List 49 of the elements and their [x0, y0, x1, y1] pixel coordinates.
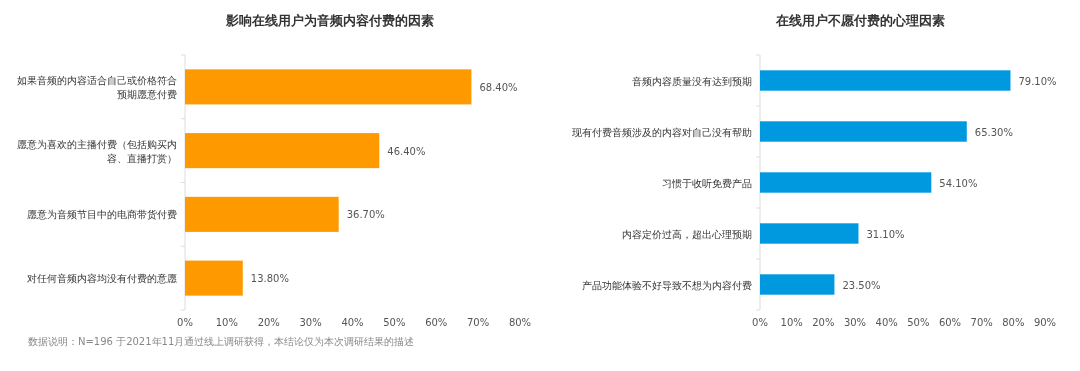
data-label: 46.40%	[387, 145, 426, 157]
x-tick-label: 20%	[257, 317, 280, 328]
chart-title: 影响在线用户为音频内容付费的因素	[225, 13, 434, 28]
x-tick-label: 0%	[752, 317, 768, 328]
x-tick-label: 30%	[299, 317, 322, 328]
data-label: 31.10%	[866, 228, 905, 240]
bar	[760, 274, 835, 295]
x-tick-label: 0%	[177, 317, 193, 328]
data-label: 13.80%	[250, 273, 289, 285]
data-label: 54.10%	[939, 177, 978, 189]
x-tick-label: 40%	[341, 317, 364, 328]
x-tick-label: 50%	[907, 317, 930, 328]
x-tick-label: 60%	[425, 317, 448, 328]
y-tick-label: 愿意为喜欢的主播付费（包括购买内容、直播打赏）	[17, 138, 177, 164]
data-label: 36.70%	[346, 209, 385, 221]
x-tick-label: 70%	[467, 317, 490, 328]
x-tick-label: 40%	[875, 317, 898, 328]
x-tick-label: 90%	[1033, 317, 1057, 328]
y-tick-label: 现有付费音频涉及的内容对自己没有帮助	[572, 126, 752, 138]
bar	[185, 196, 339, 232]
bar	[185, 260, 243, 296]
chart-title: 在线用户不愿付费的心理因素	[774, 13, 945, 28]
x-tick-label: 10%	[780, 317, 803, 328]
y-tick-label: 音频内容质量没有达到预期	[632, 75, 752, 87]
x-tick-label: 30%	[843, 317, 867, 328]
x-tick-label: 80%	[508, 317, 532, 328]
x-tick-label: 50%	[383, 317, 406, 328]
y-tick-label: 对任何音频内容均没有付费的意愿	[27, 273, 177, 285]
bar	[760, 70, 1011, 91]
x-tick-label: 20%	[812, 317, 835, 328]
y-tick-label: 如果音频的内容适合自己或价格符合预期愿意付费	[17, 74, 177, 100]
data-label: 79.10%	[1018, 75, 1057, 87]
bar	[185, 133, 380, 169]
x-tick-label: 60%	[938, 317, 962, 328]
text: 数据说明：N=196 于2021年11月通过线上调研获得，本结论仅为本次调研结果的描述	[28, 336, 415, 347]
bar	[760, 223, 859, 244]
x-tick-label: 10%	[215, 317, 238, 328]
bar	[760, 121, 967, 142]
y-tick-label: 产品功能体验不好导致不想为内容付费	[582, 279, 752, 291]
x-tick-label: 70%	[970, 317, 993, 328]
bar	[185, 69, 472, 105]
y-tick-label: 愿意为音频节目中的电商带货付费	[27, 209, 177, 221]
x-tick-label: 80%	[1002, 317, 1025, 328]
data-label: 23.50%	[842, 279, 881, 291]
bar	[760, 172, 932, 193]
y-tick-label: 内容定价过高，超出心理预期	[622, 228, 752, 240]
data-label: 65.30%	[974, 126, 1013, 138]
y-tick-label: 习惯于收听免费产品	[662, 177, 752, 189]
data-label: 68.40%	[479, 81, 518, 93]
